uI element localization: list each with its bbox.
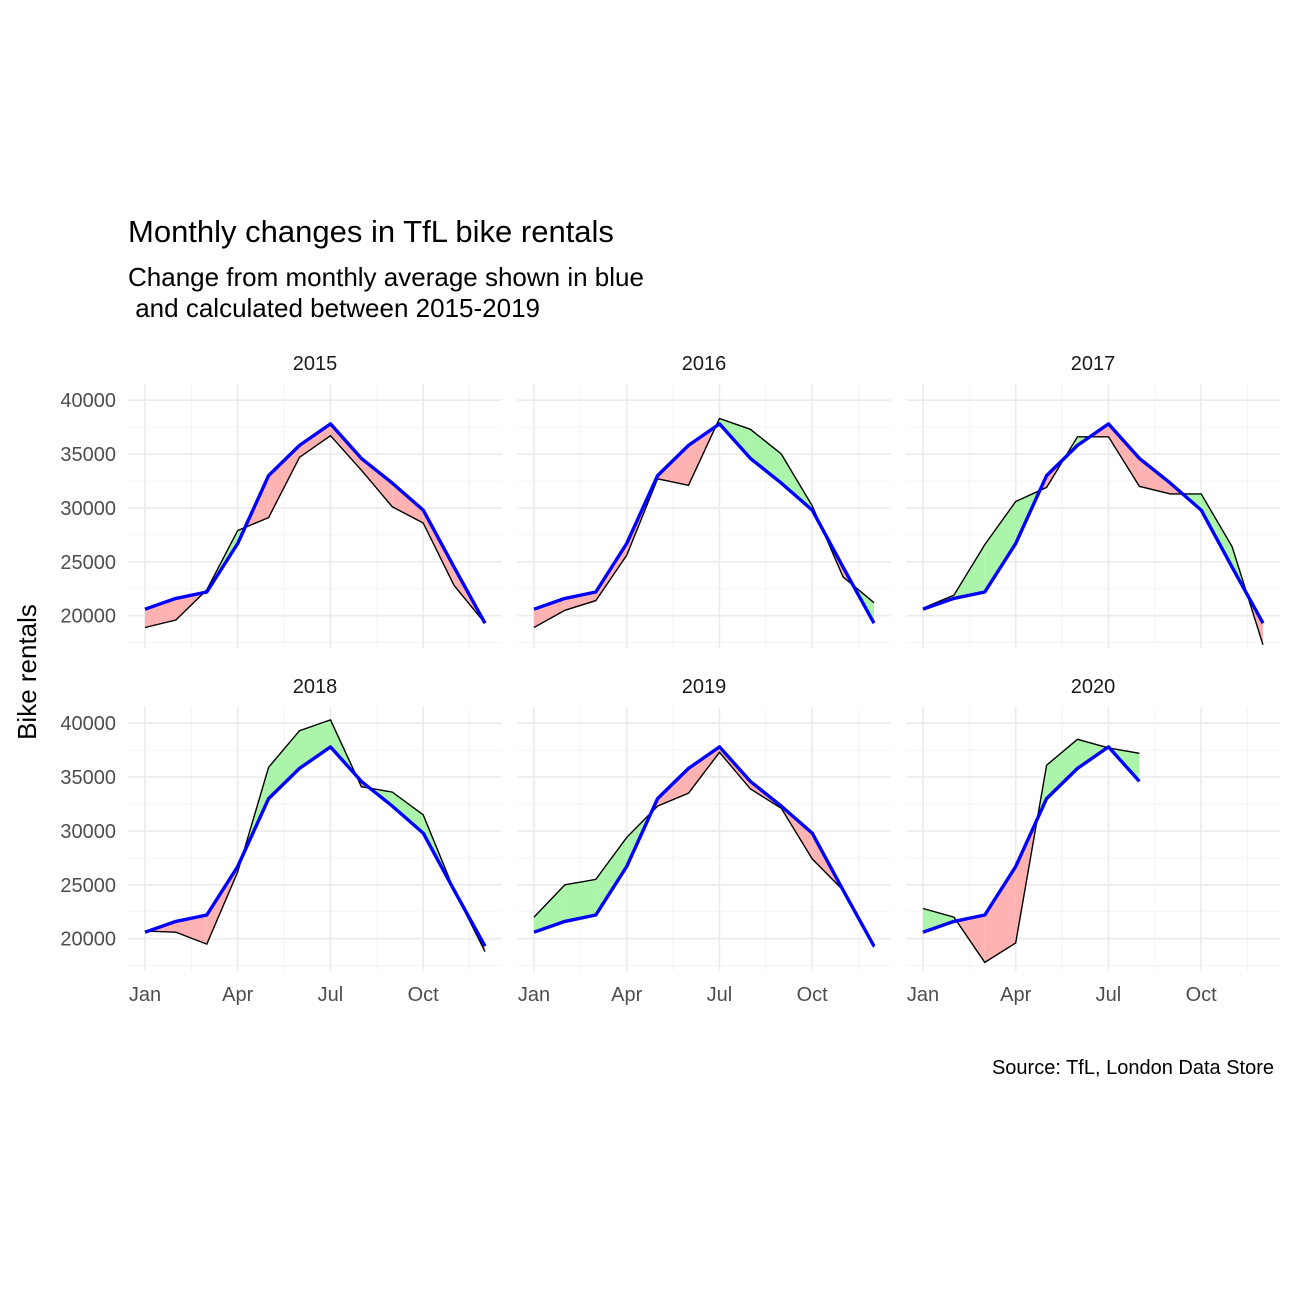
actual-rentals-line-2020	[922, 738, 1140, 964]
x-tick-label: Jan	[518, 984, 550, 1006]
y-tick-label: 30000	[60, 821, 116, 843]
chart-caption: Source: TfL, London Data Store	[992, 1057, 1274, 1079]
actual-rentals-line-2015	[144, 434, 486, 629]
ribbon-below-average	[984, 866, 1016, 963]
monthly-average-line-2020	[922, 745, 1141, 934]
ribbon-below-average	[392, 483, 424, 523]
x-tick-label: Jul	[1096, 984, 1122, 1006]
y-tick-label: 35000	[60, 767, 116, 789]
ribbon-below-average	[1139, 458, 1171, 494]
ribbon-above-average	[750, 429, 782, 484]
ribbon-below-average	[657, 445, 689, 486]
facet-strip-label: 2017	[1071, 353, 1116, 375]
actual-rentals-line-2018	[144, 719, 486, 952]
ribbon-below-average	[1108, 423, 1140, 487]
y-tick-label: 40000	[60, 390, 116, 412]
monthly-average-line-2017	[922, 422, 1265, 625]
monthly-average-line-2019	[533, 745, 876, 948]
ribbon-above-average	[923, 908, 954, 933]
ribbon-below-average	[956, 915, 985, 963]
y-tick-label: 30000	[60, 498, 116, 520]
panel-2020: 2020 Jan Apr Jul Oct	[906, 676, 1280, 1006]
ribbon-below-average	[175, 915, 207, 945]
ribbon-below-average	[564, 592, 596, 611]
chart-title: Monthly changes in TfL bike rentals	[128, 214, 614, 249]
ribbon-above-average	[1201, 493, 1233, 568]
x-tick-label: Apr	[222, 984, 253, 1006]
y-axis-label: Bike rentals	[12, 604, 42, 740]
ribbon-below-average	[423, 510, 455, 586]
x-tick-label: Jan	[129, 984, 161, 1006]
x-tick-label: Jan	[907, 984, 939, 1006]
ribbon-above-average	[392, 792, 424, 834]
facet-panels: 2015 20000 25000 30000 35000 40000 2016 2017 201…	[60, 353, 1280, 1006]
x-tick-label: Oct	[408, 984, 440, 1006]
x-tick-label: Oct	[797, 984, 829, 1006]
actual-rentals-line-2017	[922, 436, 1264, 646]
panel-2017: 2017	[906, 353, 1280, 648]
panel-2015: 2015 20000 25000 30000 35000 40000	[60, 353, 502, 648]
ribbon-above-average	[1077, 739, 1108, 769]
facet-strip-label: 2018	[293, 676, 338, 698]
chart-subtitle-line-2: and calculated between 2015-2019	[128, 293, 540, 323]
panel-2018: 2018 20000 25000 30000 35000 40000 Jan Apr Jul Oc…	[60, 676, 502, 1006]
ribbon-above-average	[1046, 739, 1078, 799]
ribbon-below-average	[330, 423, 362, 471]
facet-strip-label: 2020	[1071, 676, 1116, 698]
ribbon-below-average	[145, 598, 176, 628]
monthly-average-line-2016	[533, 422, 876, 625]
y-tick-label: 20000	[60, 929, 116, 951]
monthly-average-line-2015	[144, 422, 487, 625]
ribbon-above-average	[299, 719, 331, 769]
y-tick-label: 25000	[60, 875, 116, 897]
actual-rentals-line-2019	[533, 751, 875, 948]
x-tick-label: Apr	[1000, 984, 1031, 1006]
y-tick-label: 20000	[60, 606, 116, 628]
ribbon-below-average	[299, 423, 331, 458]
ribbon-above-average	[564, 879, 596, 922]
ribbon-below-average	[688, 746, 720, 794]
facet-strip-label: 2019	[682, 676, 727, 698]
y-tick-label: 35000	[60, 444, 116, 466]
ribbon-above-average	[534, 884, 565, 933]
y-tick-label: 25000	[60, 552, 116, 574]
x-tick-label: Apr	[611, 984, 642, 1006]
panel-2019: 2019 Jan Apr Jul Oct	[517, 676, 891, 1006]
y-tick-label: 40000	[60, 713, 116, 735]
ribbon-above-average	[984, 501, 1016, 592]
ribbon-above-average	[595, 837, 627, 915]
ribbon-below-average	[361, 458, 393, 507]
chart-subtitle-line-1: Change from monthly average shown in blu…	[128, 262, 644, 292]
panel-2016: 2016	[517, 353, 891, 648]
facet-strip-label: 2016	[682, 353, 727, 375]
x-tick-label: Jul	[318, 984, 344, 1006]
facet-strip-label: 2015	[293, 353, 338, 375]
ribbon-below-average	[534, 598, 565, 628]
ribbon-above-average	[268, 730, 300, 799]
monthly-average-line-2018	[144, 745, 487, 948]
x-tick-label: Oct	[1186, 984, 1218, 1006]
ribbon-below-average	[268, 445, 300, 518]
x-tick-label: Jul	[707, 984, 733, 1006]
